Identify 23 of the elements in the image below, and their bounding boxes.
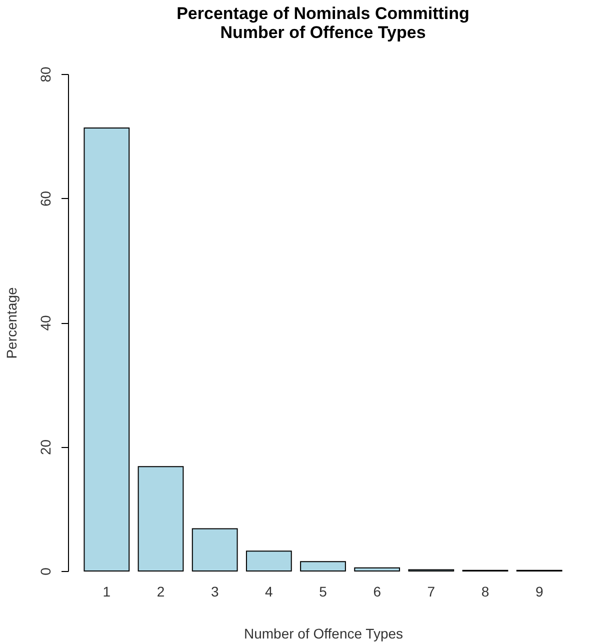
x-axis-title: Number of Offence Types [244, 626, 404, 642]
y-tick-label: 20 [38, 439, 54, 456]
x-tick-label: 2 [156, 584, 165, 600]
y-tick-label: 60 [38, 190, 54, 207]
chart-title: Percentage of Nominals Committing Number of Offence Types [176, 4, 470, 42]
x-tick-label: 8 [481, 584, 490, 600]
y-tick-label: 40 [38, 315, 54, 331]
x-tick-label: 6 [373, 584, 382, 600]
bar [192, 528, 238, 572]
y-axis-title: Percentage [4, 286, 20, 359]
x-tick-label: 9 [535, 584, 544, 600]
bar [84, 128, 130, 572]
x-tick-label: 5 [319, 584, 328, 600]
x-tick-label: 4 [265, 584, 274, 600]
y-tick-label: 0 [38, 567, 54, 576]
y-tick-label: 80 [38, 66, 54, 82]
bar [300, 561, 346, 572]
bar [246, 550, 292, 572]
x-tick-label: 3 [210, 584, 219, 600]
x-tick-label: 1 [102, 584, 111, 600]
x-tick-label: 7 [427, 584, 436, 600]
bar [138, 466, 184, 572]
bar [354, 567, 400, 572]
